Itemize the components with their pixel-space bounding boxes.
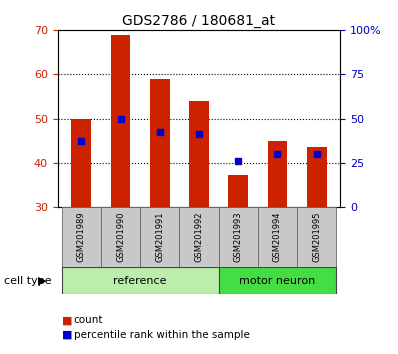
Bar [62, 207, 101, 267]
Text: GSM201990: GSM201990 [116, 212, 125, 262]
Bar [258, 207, 297, 267]
Text: GSM201993: GSM201993 [234, 212, 243, 263]
Text: cell type: cell type [4, 275, 52, 286]
Text: count: count [74, 315, 103, 325]
Bar [307, 147, 326, 207]
Bar [179, 207, 219, 267]
Text: GSM201994: GSM201994 [273, 212, 282, 262]
Bar [268, 141, 287, 207]
Bar [219, 207, 258, 267]
Bar [62, 267, 219, 294]
Bar [101, 207, 140, 267]
Bar [228, 175, 248, 207]
Text: GSM201995: GSM201995 [312, 212, 321, 262]
Bar [72, 119, 91, 207]
Bar [219, 267, 336, 294]
Text: percentile rank within the sample: percentile rank within the sample [74, 330, 250, 339]
Text: ■: ■ [62, 330, 72, 339]
Text: GSM201992: GSM201992 [195, 212, 203, 262]
Text: reference: reference [113, 275, 167, 286]
Text: motor neuron: motor neuron [239, 275, 316, 286]
Bar [111, 34, 130, 207]
Text: ■: ■ [62, 315, 72, 325]
Text: GDS2786 / 180681_at: GDS2786 / 180681_at [123, 14, 275, 28]
Bar [297, 207, 336, 267]
Text: GSM201991: GSM201991 [155, 212, 164, 262]
Text: ▶: ▶ [37, 275, 46, 286]
Bar [150, 79, 170, 207]
Text: GSM201989: GSM201989 [77, 212, 86, 263]
Bar [189, 101, 209, 207]
Bar [140, 207, 179, 267]
